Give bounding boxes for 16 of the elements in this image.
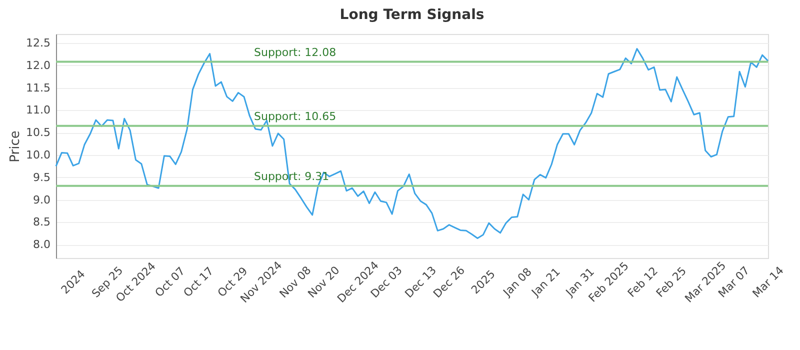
y-tick-label: 10.5 <box>26 126 50 140</box>
y-axis-title: Price <box>8 130 24 162</box>
y-tick-label: 9.5 <box>33 170 50 184</box>
x-tick-label: Mar 14 <box>750 264 786 300</box>
y-tick-label: 10.0 <box>26 148 50 162</box>
y-tick-label: 12.5 <box>26 36 50 50</box>
y-tick-label: 11.0 <box>26 104 50 117</box>
chart-title: Long Term Signals <box>340 7 484 23</box>
ref-line-label: Support: 10.65 <box>254 110 336 123</box>
y-tick-label: 8.5 <box>33 216 50 229</box>
y-tick-label: 8.0 <box>33 238 50 252</box>
y-tick-label: 12.0 <box>26 58 50 72</box>
y-tick-label: 11.5 <box>26 81 50 94</box>
y-tick-label: 9.0 <box>33 193 50 206</box>
ref-line-label: Support: 12.08 <box>254 46 336 59</box>
line-series <box>55 48 769 240</box>
